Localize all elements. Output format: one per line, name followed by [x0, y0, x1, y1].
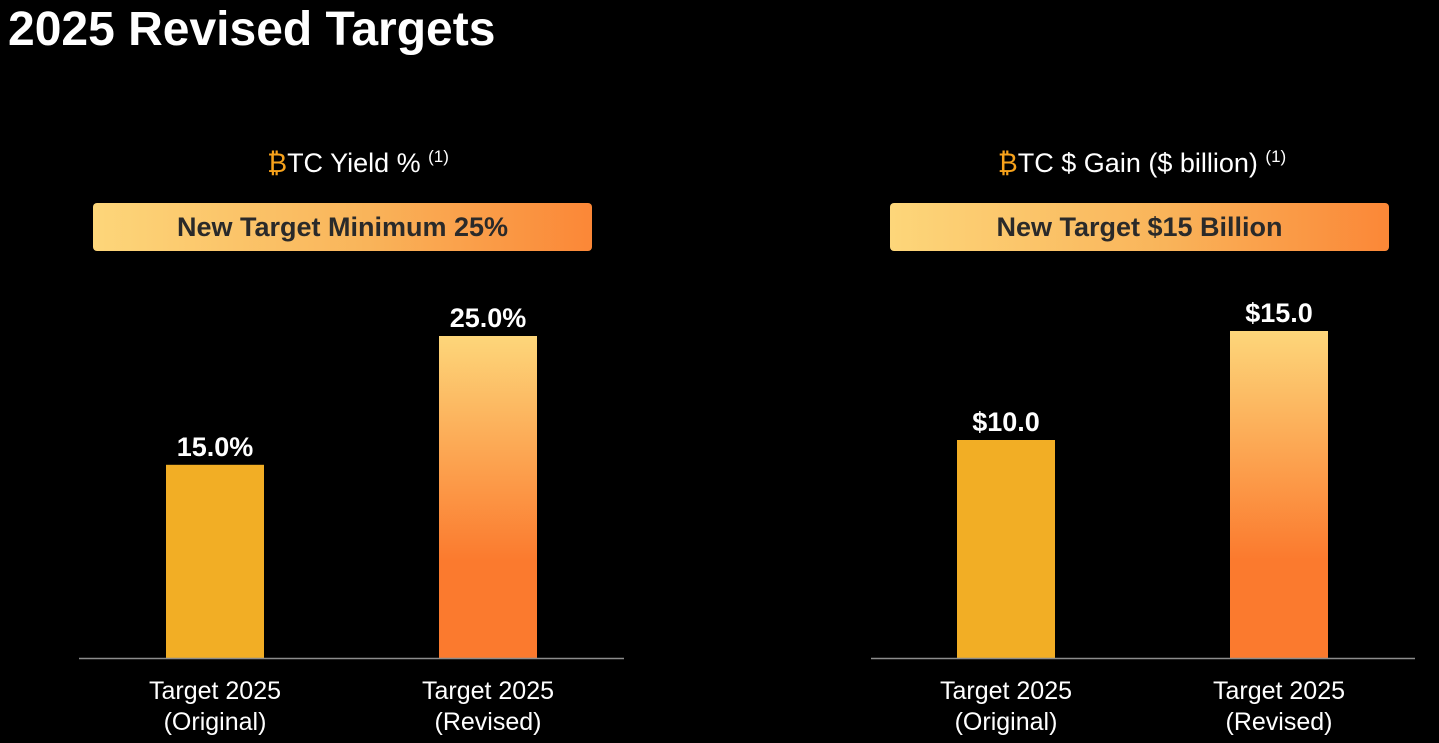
bar-original [166, 464, 264, 658]
bitcoin-icon: ₿ [267, 148, 288, 178]
btc-gain-chart-title: ₿TC $ Gain ($ billion) (1) [792, 146, 1439, 180]
category-tick-label: (Revised) [1226, 708, 1333, 736]
bar-value-label: 25.0% [450, 303, 527, 333]
btc-gain-chart: $10.0 Target 2025 (Original) $15.0 Target 20… [871, 298, 1415, 736]
btc-yield-chart: 15.0% Target 2025 (Original) 25.0% Target 20… [79, 303, 624, 736]
category-tick-label: Target 2025 [940, 677, 1072, 705]
category-tick-label: (Original) [164, 708, 267, 736]
bar-value-label: $15.0 [1245, 298, 1313, 328]
bitcoin-icon: ₿ [997, 148, 1018, 178]
bar-value-label: 15.0% [177, 432, 254, 462]
category-tick-label: (Revised) [435, 708, 542, 736]
btc-gain-target-banner: New Target $15 Billion [890, 203, 1389, 251]
btc-yield-chart-title: ₿TC Yield % (1) [8, 146, 708, 180]
category-tick-label: Target 2025 [422, 677, 554, 705]
page-title: 2025 Revised Targets [8, 3, 496, 56]
btc-yield-target-banner: New Target Minimum 25% [93, 203, 592, 251]
bar-value-label: $10.0 [972, 407, 1040, 437]
chart-title-footnote: (1) [1265, 147, 1287, 166]
chart-title-text: TC $ Gain ($ billion) [1017, 148, 1258, 178]
bar-revised [1230, 331, 1328, 658]
category-tick-label: Target 2025 [149, 677, 281, 705]
btc-yield-panel: ₿TC Yield % (1) New Target Minimum 25% 1… [0, 0, 700, 743]
chart-title-text: TC Yield % [287, 148, 421, 178]
bar-original [957, 440, 1055, 658]
btc-gain-panel: ₿TC $ Gain ($ billion) (1) New Target $1… [700, 0, 1439, 743]
chart-title-footnote: (1) [428, 147, 449, 166]
category-tick-label: Target 2025 [1213, 677, 1345, 705]
category-tick-label: (Original) [955, 708, 1058, 736]
bar-revised [439, 336, 537, 658]
